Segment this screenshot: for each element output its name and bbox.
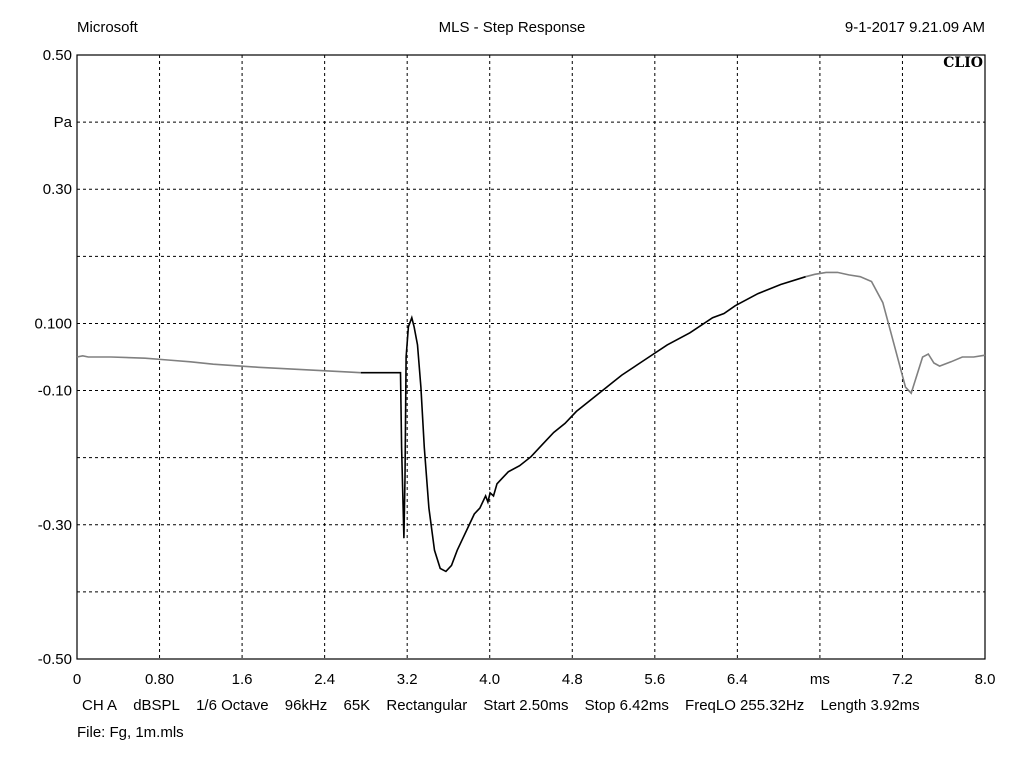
x-tick-label: 5.6 bbox=[644, 671, 665, 688]
x-tick-label: 6.4 bbox=[727, 671, 748, 688]
chart-grid bbox=[77, 55, 985, 659]
units: dBSPL bbox=[133, 697, 180, 714]
trace-inside-window bbox=[360, 275, 806, 573]
plot-frame bbox=[76, 54, 986, 660]
file-name: File: Fg, 1m.mls bbox=[77, 724, 184, 741]
window-type: Rectangular bbox=[386, 697, 468, 714]
chart-title: MLS - Step Response bbox=[438, 19, 586, 36]
channel: CH A bbox=[82, 697, 118, 714]
y-tick-label: -0.10 bbox=[38, 383, 72, 400]
x-tick-label: 4.8 bbox=[562, 671, 583, 688]
x-tick-label: 0 bbox=[73, 671, 81, 688]
smoothing: 1/6 Octave bbox=[196, 697, 269, 714]
y-tick-label: -0.30 bbox=[38, 517, 72, 534]
x-tick-label: 8.0 bbox=[975, 671, 996, 688]
y-axis-ticks: 0.50 Pa 0.30 0.100 -0.10 -0.30 -0.50 bbox=[34, 47, 72, 668]
y-tick-label: 0.30 bbox=[43, 181, 72, 198]
x-axis-ticks: 0 0.80 1.6 2.4 3.2 4.0 4.8 5.6 6.4 ms 7.2 8.0 bbox=[73, 671, 996, 688]
y-tick-label: 0.100 bbox=[34, 315, 72, 332]
x-tick-label: ms bbox=[810, 671, 830, 688]
y-tick-label: Pa bbox=[54, 114, 73, 131]
trace-outside-window-post bbox=[805, 271, 986, 395]
x-tick-label: 7.2 bbox=[892, 671, 913, 688]
mls-size: 65K bbox=[343, 697, 371, 714]
x-tick-label: 4.0 bbox=[479, 671, 500, 688]
sample-rate: 96kHz bbox=[284, 697, 328, 714]
freq-lo: FreqLO 255.32Hz bbox=[685, 697, 805, 714]
y-tick-label: -0.50 bbox=[38, 651, 72, 668]
measurement-settings: CH A dBSPL 1/6 Octave 96kHz 65K Rectangu… bbox=[82, 697, 932, 714]
x-tick-label: 0.80 bbox=[145, 671, 174, 688]
x-tick-label: 2.4 bbox=[314, 671, 335, 688]
x-tick-label: 1.6 bbox=[232, 671, 253, 688]
trace-outside-window-pre bbox=[76, 354, 361, 374]
x-tick-label: 3.2 bbox=[397, 671, 418, 688]
clio-logo: CLIO bbox=[943, 55, 983, 71]
window-start: Start 2.50ms bbox=[483, 697, 569, 714]
window-length: Length 3.92ms bbox=[820, 697, 920, 714]
brand-label: Microsoft bbox=[77, 19, 138, 36]
window-stop: Stop 6.42ms bbox=[584, 697, 669, 714]
timestamp: 9-1-2017 9.21.09 AM bbox=[844, 19, 985, 36]
y-tick-label: 0.50 bbox=[43, 47, 72, 64]
